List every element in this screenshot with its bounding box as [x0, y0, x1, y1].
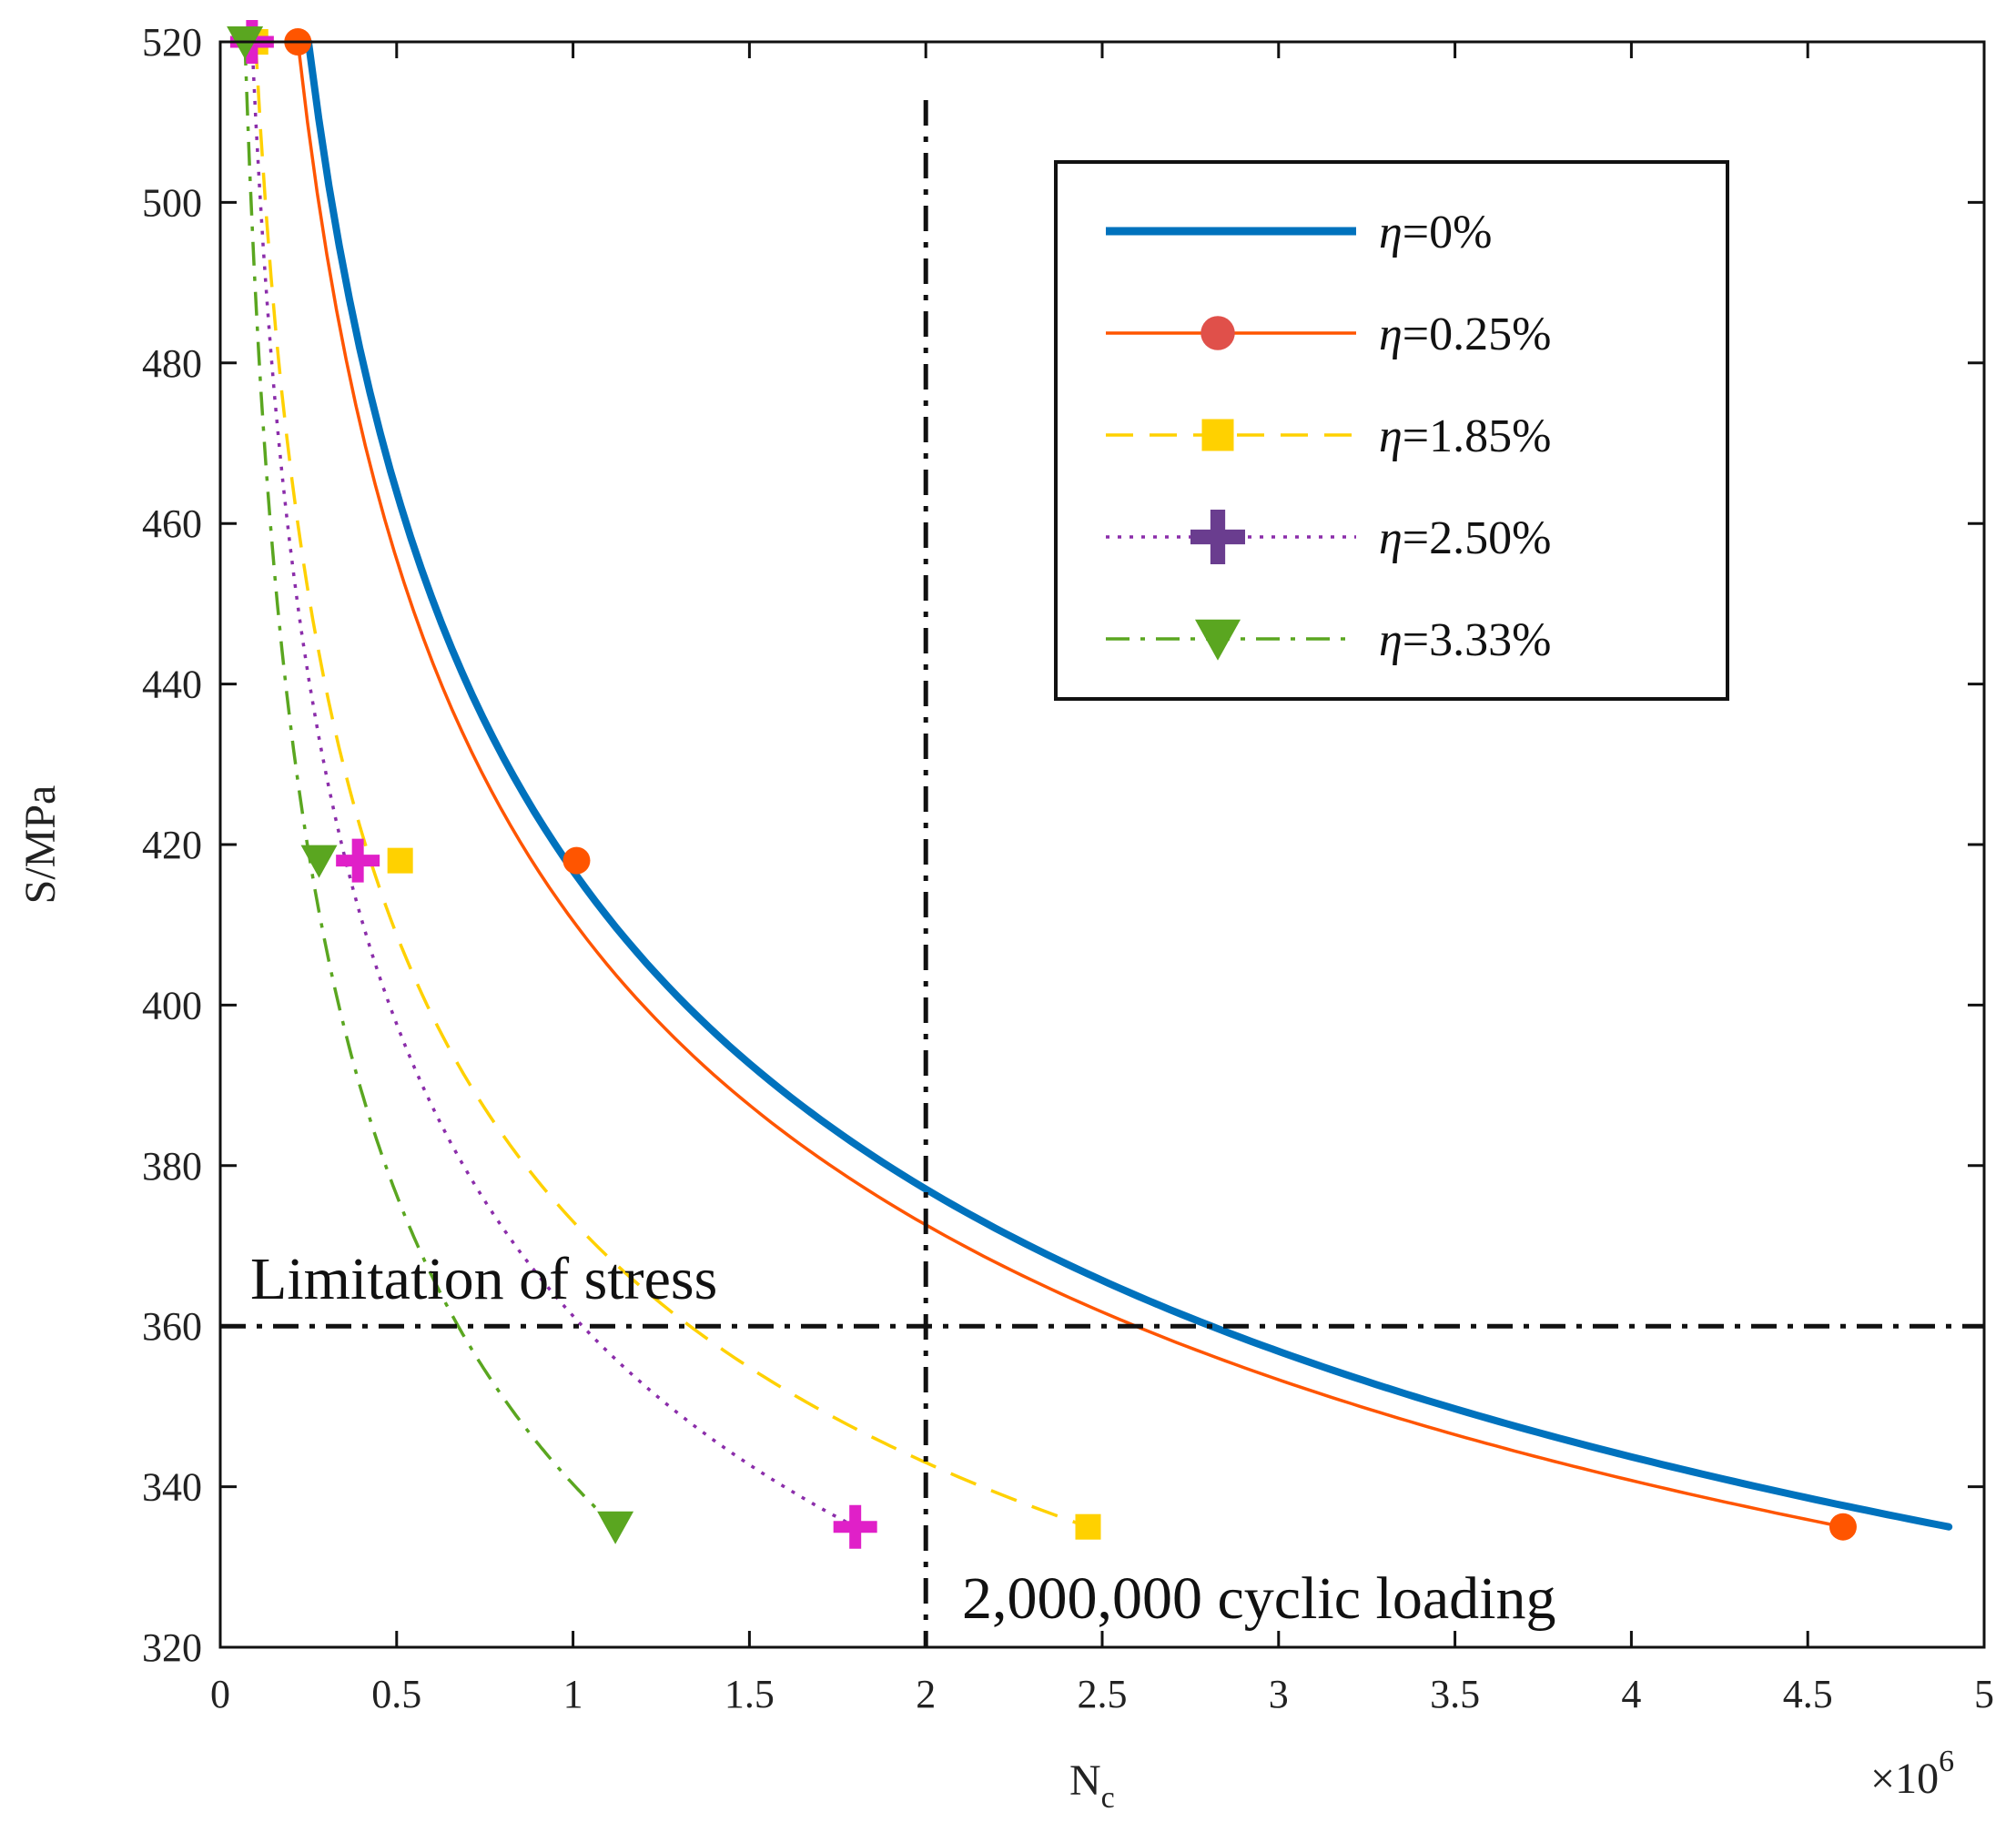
marker-s3-p2	[833, 1504, 877, 1549]
series-line-4	[243, 41, 617, 1528]
x-axis-multiplier-exponent: 6	[1939, 1745, 1954, 1778]
x-axis-title: Nc	[1069, 1756, 1115, 1815]
legend-label-value-3: =2.50%	[1403, 512, 1552, 564]
legend-marker-1	[1200, 316, 1235, 350]
legend-label-1: η=0.25%	[1379, 309, 1551, 360]
x-tick-label-10: 5	[1974, 1672, 1994, 1716]
y-tick-label-4: 400	[142, 983, 202, 1027]
legend-label-value-4: =3.33%	[1403, 614, 1552, 666]
legend-label-value-2: =1.85%	[1403, 410, 1552, 462]
marker-s1-p2	[1829, 1513, 1857, 1541]
y-tick-label-6: 440	[142, 663, 202, 707]
x-tick-label-0: 0	[210, 1672, 230, 1716]
cyclic-loading-label: 2,000,000 cyclic loading	[962, 1565, 1556, 1632]
curves-layer	[243, 38, 1953, 1531]
legend-marker-3	[1190, 510, 1245, 564]
legend-label-2: η=1.85%	[1379, 410, 1551, 462]
y-tick-label-8: 480	[142, 341, 202, 386]
stress-limit-label: Limitation of stress	[250, 1246, 717, 1312]
marker-s3-p1	[336, 838, 380, 883]
series-line-2	[254, 41, 1089, 1529]
x-axis-title-subscript: c	[1101, 1781, 1115, 1815]
series-line-1	[296, 40, 1845, 1529]
x-tick-label-4: 2	[916, 1672, 936, 1716]
x-axis-title-main: N	[1069, 1756, 1101, 1805]
legend-marker-4	[1195, 619, 1241, 661]
y-axis-title: S/MPa	[16, 785, 65, 905]
legend-label-4: η=3.33%	[1379, 614, 1551, 666]
ticks-layer: 0 0.5 1 1.5 2 2.5 3 3.5 4 4.5 5 320 340 360 380 400 420 4…	[142, 20, 1994, 1716]
x-tick-label-3: 1.5	[724, 1672, 775, 1716]
legend-label-symbol-3: η	[1379, 512, 1403, 564]
legend-label-value-0: =0%	[1403, 207, 1493, 258]
x-tick-label-5: 2.5	[1078, 1672, 1128, 1716]
x-tick-label-9: 4.5	[1783, 1672, 1833, 1716]
legend-label-3: η=2.50%	[1379, 512, 1551, 564]
marker-s2-p1	[387, 847, 413, 874]
marker-s2-p2	[1075, 1513, 1101, 1540]
legend-box	[1054, 160, 1729, 701]
legend-label-0: η=0%	[1379, 207, 1492, 258]
y-tick-label-7: 460	[142, 501, 202, 546]
legend-label-symbol-1: η	[1379, 309, 1403, 360]
y-tick-label-5: 420	[142, 823, 202, 867]
series-line-3	[250, 41, 856, 1529]
legend-label-value-1: =0.25%	[1403, 309, 1552, 360]
x-tick-label-6: 3	[1269, 1672, 1289, 1716]
legend-label-symbol-0: η	[1379, 207, 1403, 258]
marker-s4-p1	[300, 845, 338, 878]
y-tick-label-0: 320	[142, 1625, 202, 1670]
y-tick-label-2: 360	[142, 1304, 202, 1349]
legend-label-symbol-4: η	[1379, 614, 1403, 666]
legend-label-symbol-2: η	[1379, 410, 1403, 462]
markers-layer	[227, 20, 1857, 1549]
x-tick-label-8: 4	[1621, 1672, 1641, 1716]
reference-lines-layer	[220, 100, 1984, 1647]
legend: η=0%η=0.25%η=1.85%η=2.50%η=3.33%	[1054, 160, 1729, 701]
y-tick-label-10: 520	[142, 20, 202, 65]
series-line-0	[304, 38, 1953, 1531]
marker-s4-p2	[597, 1511, 634, 1544]
legend-marker-2	[1201, 419, 1234, 451]
x-axis-multiplier-base: ×10	[1870, 1755, 1939, 1803]
x-axis-multiplier: ×106	[1870, 1745, 1954, 1803]
y-tick-label-1: 340	[142, 1465, 202, 1510]
y-tick-label-3: 380	[142, 1144, 202, 1189]
x-tick-label-1: 0.5	[371, 1672, 421, 1716]
marker-s1-p1	[562, 846, 591, 875]
x-tick-label-7: 3.5	[1430, 1672, 1480, 1716]
x-tick-label-2: 1	[563, 1672, 583, 1716]
y-tick-label-9: 500	[142, 180, 202, 225]
